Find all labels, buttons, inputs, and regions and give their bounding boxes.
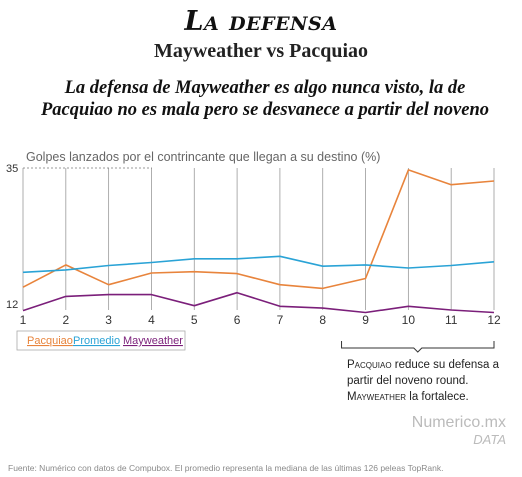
page-subtitle: Mayweather vs Pacquiao — [153, 40, 369, 62]
annotation-mayweather: Mayweather — [347, 391, 407, 403]
x-tick-label-4: 4 — [148, 313, 155, 327]
headline: La defensa de Mayweather es algo nunca v… — [40, 78, 490, 120]
annotation-text-1: reduce su defensa a partir del noveno ro… — [347, 359, 499, 387]
series-line-mayweather — [22, 291, 495, 314]
series-line-promedio — [22, 255, 495, 274]
x-tick-label-5: 5 — [191, 313, 198, 327]
brand-name: Numerico.mx — [411, 414, 506, 431]
source-note: Fuente: Numérico con datos de Compubox. … — [8, 463, 444, 473]
y-axis-label: Golpes lanzados por el contrincante que … — [26, 150, 380, 164]
legend-box — [16, 330, 186, 351]
annotation-text: Pacquiao reduce su defensa a partir del … — [347, 357, 512, 405]
x-tick-label-9: 9 — [362, 313, 369, 327]
y-tick-label-top: 35 — [6, 163, 18, 175]
annotation-text-2: la fortalece. — [406, 391, 469, 403]
annotation-bracket — [341, 341, 495, 353]
x-tick-label-6: 6 — [234, 313, 241, 327]
legend-label-pacquiao: Pacquiao — [27, 335, 73, 347]
page-title: La defensa — [184, 6, 338, 37]
x-tick-label-1: 1 — [20, 313, 27, 327]
x-tick-label-8: 8 — [319, 313, 326, 327]
legend-label-promedio: Promedio — [73, 335, 120, 347]
brand-sub: DATA — [473, 432, 506, 447]
bracket-path — [341, 341, 495, 353]
x-tick-label-12: 12 — [487, 313, 501, 327]
brand-logo: Numerico.mx DATA — [412, 414, 506, 448]
x-tick-label-3: 3 — [105, 313, 112, 327]
x-tick-label-10: 10 — [402, 313, 416, 327]
x-tick-label-11: 11 — [445, 313, 458, 327]
x-tick-label-2: 2 — [62, 313, 69, 327]
y-tick-label-bottom: 12 — [6, 299, 18, 311]
x-tick-label-7: 7 — [277, 313, 284, 327]
legend-label-mayweather: Mayweather — [123, 335, 183, 347]
series-line-pacquiao — [22, 169, 495, 290]
annotation-pacquiao: Pacquiao — [347, 359, 392, 371]
